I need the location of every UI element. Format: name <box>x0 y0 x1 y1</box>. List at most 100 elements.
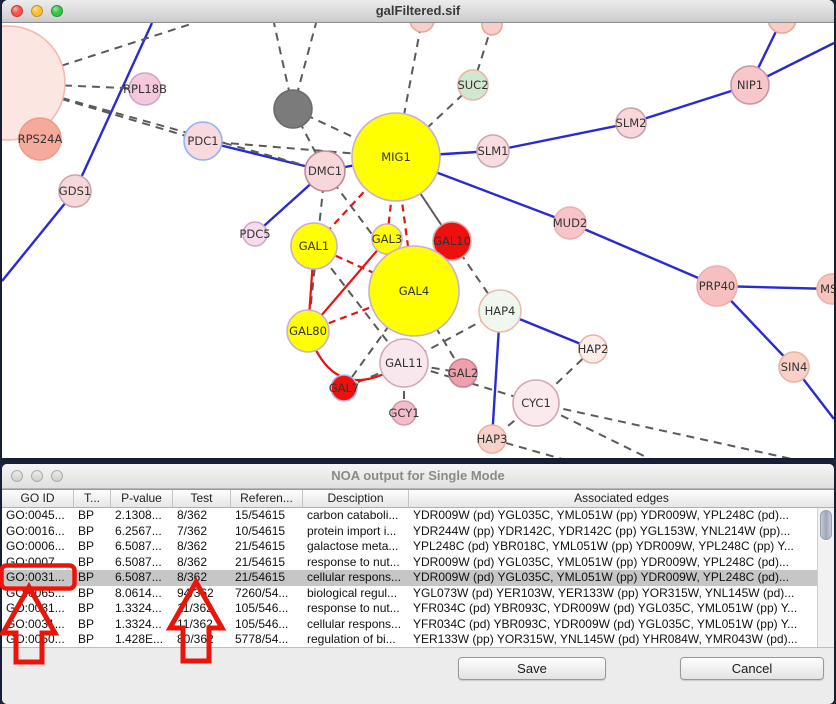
network-node-RPL18B[interactable] <box>128 72 162 106</box>
table-cell: 8/362 <box>177 570 208 584</box>
network-node-GAL7[interactable] <box>330 374 358 402</box>
network-node-label-SIN4: SIN4 <box>781 360 808 374</box>
network-node-topcut2[interactable] <box>767 23 797 34</box>
table-row[interactable]: GO:0050... BP 1.428E... 80/362 5778/54... reg… <box>2 632 834 648</box>
network-node-SLM2[interactable] <box>615 107 647 139</box>
table-cell: GO:0007... <box>6 554 65 569</box>
network-node-PDC1[interactable] <box>183 121 223 161</box>
cancel-button[interactable]: Cancel <box>680 657 824 680</box>
network-node-SLM1[interactable] <box>476 134 510 168</box>
column-header-referen[interactable]: Referen... <box>231 490 303 507</box>
table-cell: protein import i... <box>307 523 397 538</box>
network-edge <box>343 362 405 389</box>
dialog-footer: Save Cancel <box>2 647 834 704</box>
table-row[interactable]: GO:0007... BP 6.5087... 8/362 21/54615 respon… <box>2 555 834 571</box>
network-node-CYC1[interactable] <box>512 379 560 427</box>
close-button[interactable] <box>11 470 23 482</box>
close-button[interactable] <box>11 5 23 17</box>
table-cell: YDR244W (pp) YDR142C, YDR142C (pp) YGL15… <box>413 523 791 538</box>
zoom-button[interactable] <box>51 470 63 482</box>
network-node-gray[interactable] <box>273 89 313 129</box>
table-cell: 80/362 <box>177 632 214 646</box>
table-cell: YPL248C (pd) YBR018C, YML051W (pp) YDR00… <box>413 539 794 553</box>
scrollbar-thumb[interactable] <box>820 510 832 540</box>
column-header-t[interactable]: T... <box>74 490 111 507</box>
network-node-PDC5[interactable] <box>242 221 268 247</box>
network-node-GAL4[interactable] <box>368 245 460 337</box>
network-node-GAL80[interactable] <box>286 309 330 353</box>
column-header-test[interactable]: Test <box>173 490 231 507</box>
network-node-RPS24A[interactable] <box>18 117 62 161</box>
network-node-PRP40[interactable] <box>696 265 738 307</box>
table-cell: cellular respons... <box>307 616 402 631</box>
column-header-associated-edges[interactable]: Associated edges <box>574 491 669 505</box>
network-node-bigpink[interactable] <box>2 25 66 141</box>
network-node-MSL[interactable] <box>816 273 834 305</box>
minimize-button[interactable] <box>31 470 43 482</box>
network-node-GDS1[interactable] <box>58 174 92 208</box>
table-row[interactable]: GO:0006... BP 6.5087... 8/362 21/54615 galact… <box>2 539 834 555</box>
network-node-label-GAL3: GAL3 <box>372 232 403 246</box>
table-cell: 7260/54... <box>235 585 289 600</box>
table-cell: YFR034C (pd) YBR093C, YDR009W (pd) YGL03… <box>413 616 798 631</box>
table-row[interactable]: GO:0016... BP 6.2567... 7/362 10/54615 protei… <box>2 524 834 540</box>
network-node-MIG1[interactable] <box>351 112 441 202</box>
table-row[interactable]: GO:0031... BP 6.5087... 8/362 21/54615 cellul… <box>2 570 834 586</box>
table-cell: YDR009W (pd) YGL035C, YML051W (pp) YDR00… <box>413 570 789 584</box>
table-row[interactable]: GO:0065... BP 8.0614... 94/362 7260/54... bio… <box>2 586 834 602</box>
network-edge <box>313 245 405 364</box>
network-node-GAL10[interactable] <box>432 221 472 261</box>
table-cell: YER133W (pp) YOR315W, YNL145W (pd) YHR08… <box>413 632 798 646</box>
table-cell: 5778/54... <box>235 632 289 646</box>
table-cell: GO:0050... <box>6 632 65 646</box>
column-header-desciption[interactable]: Desciption <box>303 490 409 507</box>
column-header-p-value[interactable]: P-value <box>111 490 173 507</box>
network-edge <box>491 438 563 458</box>
table-scrollbar[interactable] <box>817 508 834 648</box>
network-node-HAP2[interactable] <box>578 334 608 364</box>
network-node-GAL3[interactable] <box>371 223 403 255</box>
table-cell: YDR009W (pd) YGL035C, YML051W (pp) YDR00… <box>413 508 789 522</box>
table-cell: 15/54615 <box>235 508 286 522</box>
table-cell: BP <box>78 601 95 615</box>
network-node-SIN4[interactable] <box>778 351 810 383</box>
network-node-SUC2[interactable] <box>457 69 489 101</box>
table-cell: 7/362 <box>177 523 208 538</box>
column-header-go-id[interactable]: GO ID <box>2 490 74 507</box>
noa-window-titlebar[interactable]: NOA output for Single Mode <box>2 464 834 489</box>
network-edge <box>324 170 415 292</box>
network-node-topcutA[interactable] <box>409 23 435 33</box>
network-node-HAP4[interactable] <box>478 289 522 333</box>
network-node-MUD2[interactable] <box>553 206 587 240</box>
table-cell: regulation of bi... <box>307 632 396 646</box>
table-row[interactable]: GO:0031... BP 1.3324... 11/362 105/546... res… <box>2 601 834 617</box>
table-cell: biological regul... <box>307 585 398 600</box>
network-node-label-MUD2: MUD2 <box>553 216 588 230</box>
network-node-GAL1[interactable] <box>290 222 338 270</box>
table-cell: 6.5087... <box>115 570 162 584</box>
network-window-titlebar[interactable]: galFiltered.sif <box>2 0 834 23</box>
network-node-label-GCY1: GCY1 <box>388 406 419 420</box>
table-row[interactable]: GO:0045... BP 2.1308... 8/362 15/54615 carbon… <box>2 508 834 524</box>
table-row[interactable]: GO:0031... BP 1.3324... 11/362 105/546... cel… <box>2 617 834 633</box>
table-cell: 8/362 <box>177 554 208 569</box>
network-node-DMC1[interactable] <box>304 150 346 192</box>
network-node-label-RPL18B: RPL18B <box>123 82 167 96</box>
network-node-HAP3[interactable] <box>477 424 507 454</box>
minimize-button[interactable] <box>31 5 43 17</box>
network-edge <box>2 190 76 282</box>
network-node-label-RPS24A: RPS24A <box>18 132 63 146</box>
table-cell: 6.2567... <box>115 523 162 538</box>
zoom-button[interactable] <box>51 5 63 17</box>
network-node-GAL2[interactable] <box>448 358 478 388</box>
network-node-GCY1[interactable] <box>391 400 417 426</box>
network-canvas[interactable]: RPL18B RPS24A GDS1 PDC1 MIG1 DMC1 SLM1 SLM2 NIP1… <box>2 23 834 458</box>
network-node-NIP1[interactable] <box>730 65 770 105</box>
network-node-label-GDS1: GDS1 <box>59 184 91 198</box>
save-button[interactable]: Save <box>458 657 606 680</box>
table-cell: GO:0031... <box>6 601 65 615</box>
network-node-GAL11[interactable] <box>379 338 429 388</box>
network-window: galFiltered.sif RPL18B RPS24A GDS1 PDC1 MIG1… <box>2 0 834 458</box>
network-node-topcutB[interactable] <box>481 23 503 36</box>
